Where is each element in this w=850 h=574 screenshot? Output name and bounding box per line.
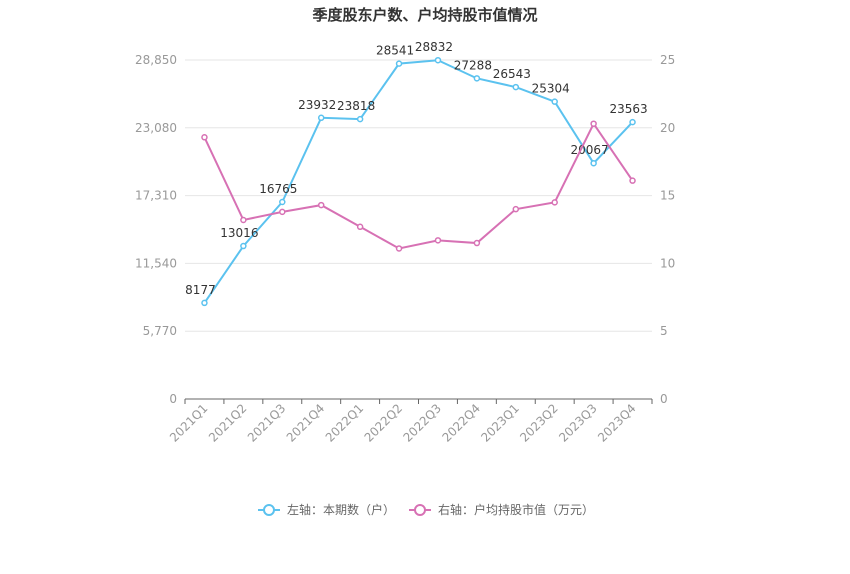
x-tick-label: 2023Q2 <box>517 401 561 445</box>
x-tick-label: 2021Q1 <box>167 401 211 445</box>
data-label: 20067 <box>571 143 609 157</box>
data-point <box>434 237 442 244</box>
x-tick-label: 2022Q4 <box>439 401 483 445</box>
x-tick-label: 2022Q1 <box>323 401 367 445</box>
left-tick-label: 5,770 <box>143 324 177 338</box>
right-tick-label: 0 <box>660 392 668 406</box>
data-point <box>395 60 403 67</box>
series-line <box>203 121 634 250</box>
right-tick-label: 20 <box>660 121 675 135</box>
data-label: 28541 <box>376 44 414 58</box>
legend-label: 右轴：户均持股市值（万元） <box>438 502 594 517</box>
legend[interactable]: 左轴：本期数（户） 右轴：户均持股市值（万元） <box>258 502 594 517</box>
data-label: 13016 <box>220 226 258 240</box>
left-tick-label: 17,310 <box>135 189 177 203</box>
legend-label: 左轴：本期数（户） <box>287 502 395 517</box>
data-label: 26543 <box>493 67 531 81</box>
data-point <box>240 242 247 250</box>
left-tick-label: 11,540 <box>135 256 177 270</box>
data-point <box>356 223 364 231</box>
data-label: 27288 <box>454 58 492 72</box>
series-line <box>203 59 634 304</box>
data-point <box>629 177 636 184</box>
data-point <box>395 245 403 252</box>
x-tick-label: 2023Q4 <box>595 401 639 445</box>
legend-marker <box>263 504 275 516</box>
legend-item-1[interactable]: 左轴：本期数（户） <box>258 502 395 517</box>
x-tick-label: 2023Q1 <box>478 401 522 445</box>
data-label: 8177 <box>185 283 216 297</box>
left-tick-label: 28,850 <box>135 53 177 67</box>
data-point <box>512 205 520 213</box>
axes: 0 5,770 11,540 17,310 23,080 28,850 0 5 10 15 20 25… <box>135 53 675 445</box>
data-label: 28832 <box>415 40 453 54</box>
data-point <box>279 208 286 216</box>
data-point <box>629 118 636 126</box>
data-point <box>279 198 286 206</box>
x-tick-label: 2021Q4 <box>284 401 328 445</box>
data-point <box>512 83 520 91</box>
x-tick-label: 2022Q3 <box>401 401 445 445</box>
data-point <box>434 56 442 64</box>
right-tick-label: 15 <box>660 189 675 203</box>
right-tick-label: 25 <box>660 53 675 67</box>
data-point <box>590 120 597 127</box>
data-point <box>201 134 208 141</box>
right-tick-label: 5 <box>660 324 668 338</box>
data-point <box>473 239 481 247</box>
x-tick-label: 2022Q2 <box>362 401 406 445</box>
data-label: 25304 <box>532 82 570 96</box>
data-point <box>317 201 325 209</box>
data-point <box>551 98 558 105</box>
data-point <box>240 216 247 224</box>
x-tick-label: 2023Q3 <box>556 401 600 445</box>
data-point <box>356 115 364 123</box>
data-label: 23563 <box>609 102 647 116</box>
data-point <box>201 299 208 307</box>
x-tick-label: 2021Q3 <box>245 401 289 445</box>
series-2 <box>201 120 636 252</box>
right-tick-label: 10 <box>660 256 675 270</box>
data-label: 23932 <box>298 98 336 112</box>
legend-marker <box>414 504 426 516</box>
data-point <box>551 199 558 206</box>
left-tick-label: 23,080 <box>135 121 177 135</box>
x-tick-label: 2021Q2 <box>206 401 250 445</box>
chart-title: 季度股东户数、户均持股市值情况 <box>312 6 537 24</box>
legend-item-2[interactable]: 右轴：户均持股市值（万元） <box>409 502 594 517</box>
data-label: 16765 <box>259 182 297 196</box>
left-tick-label: 0 <box>169 392 177 406</box>
data-point <box>590 159 597 167</box>
grid <box>185 59 652 332</box>
data-point <box>317 114 325 122</box>
data-point <box>473 75 481 82</box>
data-label: 23818 <box>337 99 375 113</box>
